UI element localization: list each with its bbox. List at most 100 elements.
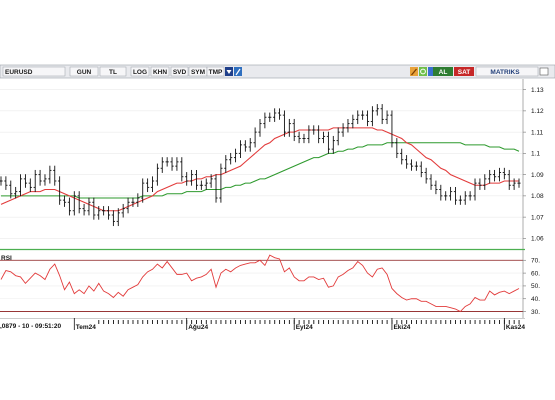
date-tick-mark	[323, 320, 325, 324]
date-axis: Tem24 Ağu24 Eyl24 Eki24 Kas24	[73, 318, 525, 331]
price-bar	[365, 110, 370, 127]
date-tick-mark	[230, 320, 232, 324]
price-bar	[405, 155, 409, 169]
khn-label: KHN	[153, 69, 167, 76]
rsi-panel: RSI 70. 60. 50. 40. 30.	[0, 250, 540, 318]
rsi-tick-label: 60.	[531, 270, 540, 277]
date-tick-mark	[401, 320, 403, 324]
price-bar	[434, 180, 438, 195]
date-tick-mark	[313, 320, 315, 324]
date-tick-mark	[142, 320, 144, 324]
date-tick-mark	[474, 320, 476, 324]
date-tick-mark	[303, 320, 305, 324]
price-bar	[468, 191, 472, 201]
sym-button[interactable]: SYM	[188, 66, 208, 77]
pin-icon[interactable]	[234, 67, 242, 76]
price-bar	[204, 178, 208, 190]
price-bar	[312, 125, 316, 135]
date-tick-mark	[308, 320, 310, 324]
price-bar	[194, 169, 199, 190]
price-bar	[512, 178, 516, 190]
moving-average-short-line	[0, 127, 519, 212]
price-bar	[497, 167, 502, 182]
price-tick-label: 1.12	[531, 108, 544, 115]
price-grid	[0, 89, 523, 239]
symbol-label: EURUSD	[5, 69, 33, 76]
price-bar	[502, 167, 506, 180]
symbol-selector[interactable]: EURUSD	[2, 66, 66, 77]
period-button[interactable]: GUN	[69, 66, 99, 77]
date-tick-mark	[376, 320, 378, 324]
pencil-icon[interactable]	[410, 67, 418, 76]
info-icon[interactable]	[428, 67, 433, 76]
price-tick-label: 1.06	[531, 236, 544, 243]
window-icon[interactable]	[539, 67, 549, 76]
date-tick-label: Tem24	[76, 324, 96, 331]
buy-label: AL	[439, 69, 448, 76]
price-bar	[214, 174, 218, 203]
price-bar	[43, 174, 47, 186]
khn-button[interactable]: KHN	[150, 66, 170, 77]
price-bar	[219, 163, 223, 203]
date-tick-mark	[362, 320, 364, 324]
price-bar	[458, 195, 462, 205]
date-tick-mark	[98, 320, 100, 324]
price-tick-label: 1.08	[531, 193, 544, 200]
refresh-icon[interactable]	[419, 67, 427, 76]
price-series	[0, 104, 521, 227]
date-tick-mark	[240, 320, 241, 324]
price-bar	[463, 191, 467, 205]
rsi-tick-label: 50.	[531, 283, 540, 290]
date-tick-mark	[508, 320, 510, 324]
tmp-button[interactable]: TMP	[206, 66, 225, 77]
date-tick-mark	[445, 320, 447, 324]
toolbar: EURUSD GUN TL LOG KHN SVD SYM TMP	[0, 64, 555, 79]
date-tick-mark	[332, 320, 334, 324]
date-tick-mark	[371, 320, 373, 324]
price-bar	[292, 118, 296, 142]
date-tick-mark	[279, 320, 281, 324]
log-button[interactable]: LOG	[130, 66, 150, 77]
price-bar	[97, 206, 101, 220]
price-bar	[48, 165, 52, 184]
price-bar	[23, 174, 28, 188]
currency-button[interactable]: TL	[99, 66, 127, 77]
date-tick-mark	[469, 320, 471, 324]
buy-button[interactable]: AL	[433, 67, 453, 76]
dropdown-arrow-icon[interactable]	[225, 67, 233, 76]
price-bar	[361, 110, 365, 120]
date-bar: ,0879 - 10 - 09:51:20 Tem24 Ağu24 Eyl24 Eki…	[0, 318, 555, 331]
price-bar	[414, 161, 418, 171]
price-bar	[321, 131, 326, 144]
rsi-series	[0, 254, 520, 313]
date-tick-mark	[484, 320, 486, 324]
date-tick-mark	[513, 320, 515, 324]
price-bar	[111, 210, 115, 227]
svd-label: SVD	[173, 69, 187, 76]
date-tick-mark	[244, 320, 246, 324]
price-bar	[424, 167, 428, 184]
date-tick-mark	[156, 320, 158, 324]
date-tick-mark	[288, 320, 290, 324]
date-tick-mark	[235, 320, 237, 324]
price-tick-label: 1.09	[531, 172, 544, 179]
price-bar	[238, 140, 243, 159]
date-tick-mark	[455, 320, 456, 324]
price-bar	[121, 203, 125, 218]
price-bar	[185, 172, 189, 186]
date-tick-mark	[112, 320, 114, 324]
svd-button[interactable]: SVD	[170, 66, 189, 77]
price-bar	[317, 125, 321, 144]
date-tick-mark	[425, 320, 427, 324]
price-bar	[53, 165, 57, 186]
sell-button[interactable]: SAT	[454, 67, 474, 76]
price-bar	[287, 118, 291, 137]
date-tick-mark	[459, 320, 461, 324]
price-bar	[87, 197, 91, 216]
price-bar	[229, 152, 233, 165]
price-bar	[473, 178, 477, 201]
rsi-tick-label: 30.	[531, 309, 540, 316]
date-tick-mark	[415, 320, 417, 324]
price-bar	[390, 110, 394, 148]
